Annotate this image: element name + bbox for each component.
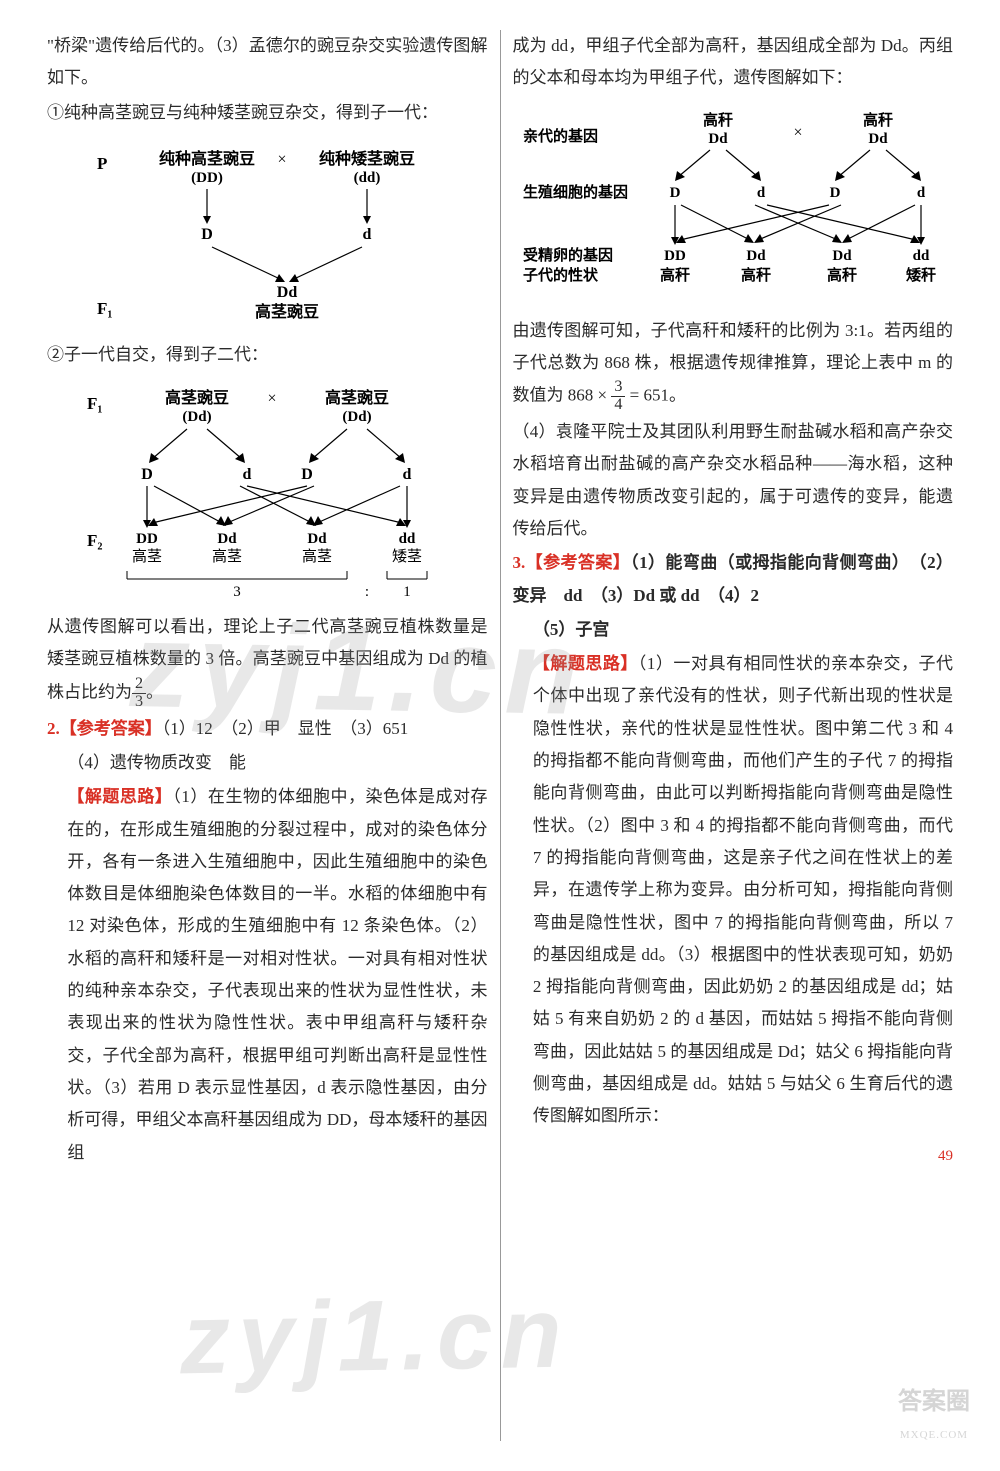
q3-explain-text: （1）一对具有相同性状的亲本杂交，子代个体中出现了亲代没有的性状，则子代新出现的… <box>533 654 953 1125</box>
page-number: 49 <box>938 1148 953 1164</box>
diagram-cross-3: 亲代的基因 高秆 Dd × 高秆 Dd 生殖细胞的基因 D d D d <box>513 105 954 305</box>
off-Dd1-p: 高茎 <box>212 548 242 565</box>
page-container: "桥梁"遗传给后代的。（3）孟德尔的豌豆杂交实验遗传图解如下。 ①纯种高茎豌豆与… <box>0 0 1000 1471</box>
gamete-D: D <box>201 226 213 243</box>
right-column: 成为 dd，甲组子代全部为高秆，基因组成全部为 Dd。丙组的父本和母本均为甲组子… <box>501 30 966 1441</box>
p2-text: 高茎豌豆 <box>325 388 389 407</box>
q3-explain: 【解题思路】（1）一对具有相同性状的亲本杂交，子代个体中出现了亲代没有的性状，则… <box>513 648 954 1132</box>
q3-answer-line: 3.【参考答案】（1）能弯曲（或拇指能向背侧弯曲） （2）变异 dd （3）Dd… <box>513 547 954 612</box>
para-bridge: "桥梁"遗传给后代的。（3）孟德尔的豌豆杂交实验遗传图解如下。 <box>47 30 488 95</box>
ratio-1: 1 <box>404 584 412 600</box>
off-DD: DD <box>136 531 158 547</box>
logo-sub: MXQE.COM <box>898 1425 970 1446</box>
r-para1: 成为 dd，甲组子代全部为高秆，基因组成全部为 Dd。丙组的父本和母本均为甲组子… <box>513 30 954 95</box>
p2-pheno: 高秆 <box>863 111 893 129</box>
p-label: P <box>97 154 107 173</box>
off-dd-p: 矮茎 <box>392 548 422 565</box>
g-d2: d <box>403 466 412 483</box>
zygote-row-label: 受精卵的基因 <box>523 246 613 264</box>
g3-d2: d <box>917 185 926 201</box>
diagram-cross-1: P 纯种高茎豌豆 (DD) × 纯种矮茎豌豆 (dd) D d Dd 高茎豌豆 … <box>47 139 488 329</box>
page-number-wrap: 49 <box>513 1139 954 1171</box>
cross-3: × <box>793 124 802 141</box>
parent2-text: 纯种矮茎豌豆 <box>319 149 415 168</box>
q2-explain-label: 【解题思路】 <box>67 787 172 806</box>
q2-number: 2. <box>47 719 60 738</box>
z-Dd2: Dd <box>832 248 852 264</box>
q2-answer-label: 【参考答案】 <box>60 719 162 738</box>
f2-label: F₂ <box>87 531 102 550</box>
z-DD: DD <box>664 248 686 264</box>
bottom-logo: 答案圈 MXQE.COM <box>898 1380 970 1446</box>
p2-geno: (Dd) <box>343 409 372 425</box>
logo-main: 答案圈 <box>898 1380 970 1426</box>
f1-label-2: F₁ <box>87 394 102 413</box>
para-step1: ①纯种高茎豌豆与纯种矮茎豌豆杂交，得到子一代： <box>47 97 488 129</box>
frac-2-3: 23 <box>132 676 146 711</box>
r-para2-post: = 651。 <box>625 386 686 405</box>
r-para3: （4）袁隆平院士及其团队利用野生耐盐碱水稻和高产杂交水稻培育出耐盐碱的高产杂交水… <box>513 416 954 545</box>
z-Dd1: Dd <box>746 248 766 264</box>
left-column: "桥梁"遗传给后代的。（3）孟德尔的豌豆杂交实验遗传图解如下。 ①纯种高茎豌豆与… <box>35 30 501 1441</box>
off-Dd2: Dd <box>308 531 328 547</box>
z-dd-p: 矮秆 <box>906 266 936 284</box>
ratio-colon: : <box>365 584 369 600</box>
ratio-3: 3 <box>234 584 242 600</box>
gamete-d: d <box>363 226 372 243</box>
parent1-text: 纯种高茎豌豆 <box>159 149 255 168</box>
para-conclusion: 从遗传图解可以看出，理论上子二代高茎豌豆植株数量是矮茎豌豆植株数量的 3 倍。高… <box>47 611 488 711</box>
conclusion-text-post: 。 <box>146 682 163 701</box>
q2-explain-text: （1）在生物的体细胞中，染色体是成对存在的，在形成生殖细胞的分裂过程中，成对的染… <box>67 787 487 1161</box>
parent2-geno: (dd) <box>354 170 381 186</box>
q3-answer-line2: （5）子宫 <box>513 614 954 646</box>
p1-geno-3: Dd <box>708 131 728 147</box>
g3-D1: D <box>669 185 680 201</box>
conclusion-text-pre: 从遗传图解可以看出，理论上子二代高茎豌豆植株数量是矮茎豌豆植株数量的 3 倍。高… <box>47 617 488 701</box>
off-DD-p: 高茎 <box>132 548 162 565</box>
offspring-row-label: 子代的性状 <box>523 266 599 284</box>
q3-number: 3. <box>513 553 526 572</box>
g-D2: D <box>301 466 313 483</box>
q3-answer-label: 【参考答案】 <box>525 553 630 572</box>
q2-answer-text: （1）12 （2）甲 显性 （3）651 <box>162 719 409 738</box>
cross-symbol: × <box>278 151 287 168</box>
q2-explain: 【解题思路】（1）在生物的体细胞中，染色体是成对存在的，在形成生殖细胞的分裂过程… <box>47 781 488 1169</box>
q3-explain-label: 【解题思路】 <box>533 654 638 673</box>
r-para2-pre: 由遗传图解可知，子代高秆和矮秆的比例为 3:1。若丙组的子代总数为 868 株，… <box>513 321 954 405</box>
para-step2: ②子一代自交，得到子二代： <box>47 339 488 371</box>
q2-answer-line: 2.【参考答案】（1）12 （2）甲 显性 （3）651 <box>47 713 488 745</box>
gamete-row-label: 生殖细胞的基因 <box>523 183 628 201</box>
g3-d1: d <box>757 185 766 201</box>
g-D1: D <box>141 466 153 483</box>
cross-2: × <box>268 390 277 407</box>
off-Dd2-p: 高茎 <box>302 548 332 565</box>
parent1-geno: (DD) <box>191 170 223 186</box>
off-dd: dd <box>399 531 416 547</box>
frac-3-4: 34 <box>611 379 625 414</box>
z-DD-p: 高秆 <box>660 266 690 284</box>
r-para2: 由遗传图解可知，子代高秆和矮秆的比例为 3:1。若丙组的子代总数为 868 株，… <box>513 315 954 415</box>
z-Dd2-p: 高秆 <box>827 266 857 284</box>
offspring-geno: Dd <box>277 284 298 301</box>
g-d1: d <box>243 466 252 483</box>
f1-label: F₁ <box>97 299 112 318</box>
p1-pheno: 高秆 <box>703 111 733 129</box>
z-Dd1-p: 高秆 <box>741 266 771 284</box>
offspring-pheno: 高茎豌豆 <box>255 302 319 321</box>
p2-geno-3: Dd <box>868 131 888 147</box>
off-Dd1: Dd <box>218 531 238 547</box>
q2-answer-line2: （4）遗传物质改变 能 <box>47 747 488 779</box>
z-dd: dd <box>912 248 929 264</box>
g3-D2: D <box>829 185 840 201</box>
diagram-cross-2: F₁ 高茎豌豆 (Dd) × 高茎豌豆 (Dd) D d D d <box>47 381 488 601</box>
p1-geno: (Dd) <box>183 409 212 425</box>
p1-text: 高茎豌豆 <box>165 388 229 407</box>
parent-row-label: 亲代的基因 <box>523 127 598 145</box>
